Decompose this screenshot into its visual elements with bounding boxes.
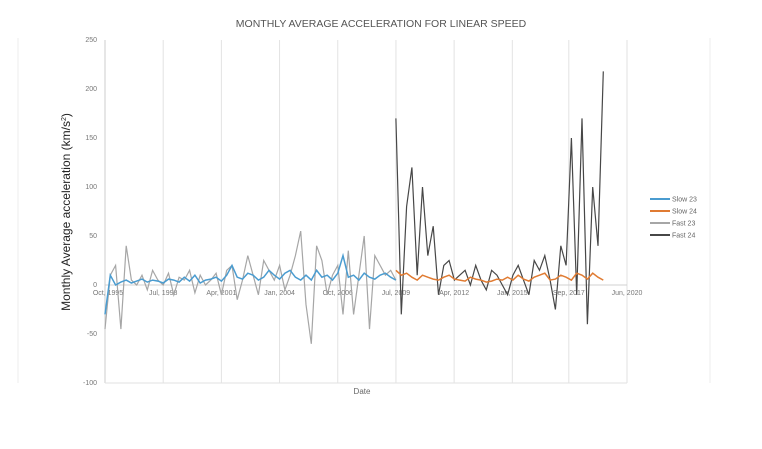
y-tick-label: 250: [85, 37, 97, 44]
y-tick-label: -100: [83, 380, 97, 387]
x-tick-label: Oct, 2006: [323, 290, 353, 297]
y-tick-label: 200: [85, 86, 97, 93]
legend-label: Slow 23: [672, 197, 697, 204]
y-axis-label-sup: 2: [61, 117, 68, 121]
chart-title: MONTHLY AVERAGE ACCELERATION FOR LINEAR …: [236, 18, 527, 30]
x-tick-label: Jul, 2009: [382, 290, 411, 297]
x-tick-label: Apr, 2012: [439, 290, 469, 297]
x-tick-label: Jul, 1998: [149, 290, 178, 297]
y-tick-label: 50: [89, 233, 97, 240]
legend-label: Fast 23: [672, 221, 695, 228]
y-tick-label: 100: [85, 184, 97, 191]
y-axis-label-end: ): [59, 113, 73, 117]
y-tick-label: 0: [93, 282, 97, 289]
x-tick-label: Sep, 2017: [553, 290, 585, 297]
series-line-fast-24: [395, 71, 604, 325]
x-tick-label: Jun, 2020: [612, 290, 643, 297]
series-line-slow-24: [395, 269, 604, 283]
legend-label: Slow 24: [672, 209, 697, 216]
y-tick-label: 150: [85, 135, 97, 142]
svg-text:Monthly Average acceleration (: Monthly Average acceleration (km/s2): [59, 113, 73, 311]
y-axis-label-main: Monthly Average acceleration (km/s: [59, 121, 73, 311]
series-line-slow-23: [104, 252, 397, 315]
x-tick-label: Jan, 2004: [264, 290, 295, 297]
x-tick-label: Jan, 2015: [497, 290, 528, 297]
legend-label: Fast 24: [672, 233, 695, 240]
y-tick-label: -50: [87, 331, 97, 338]
series-line-fast-23: [104, 230, 397, 344]
y-axis-label: Monthly Average acceleration (km/s2): [59, 113, 73, 311]
x-axis-label: Date: [354, 387, 371, 396]
